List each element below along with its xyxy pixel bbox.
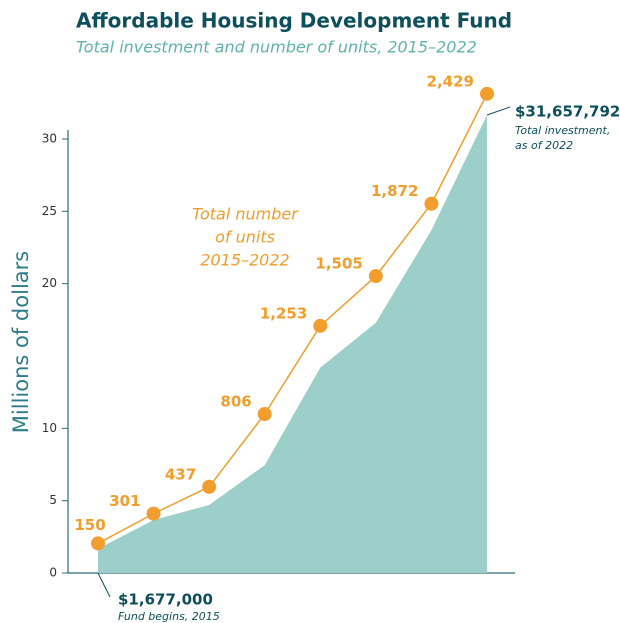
units-label: 1,253 <box>260 304 307 322</box>
units-label: 1,872 <box>371 182 418 200</box>
units-label: 1,505 <box>315 255 362 273</box>
units-note: Total number <box>192 205 299 224</box>
units-label: 301 <box>109 492 140 510</box>
y-axis-label: Millions of dollars <box>9 251 33 433</box>
units-point <box>480 86 494 101</box>
units-point <box>257 406 272 421</box>
y-tick-label: 0 <box>49 566 57 580</box>
units-label: 806 <box>220 392 251 410</box>
y-tick-label: 5 <box>49 493 57 507</box>
units-label: 2,429 <box>427 72 474 90</box>
chart-subtitle: Total investment and number of units, 20… <box>76 38 477 57</box>
units-point <box>313 318 328 333</box>
investment-area <box>98 115 487 573</box>
y-tick-label: 30 <box>42 132 57 146</box>
units-note: 2015–2022 <box>200 251 289 270</box>
start-value-label: $1,677,000 <box>118 591 213 609</box>
units-label: 437 <box>165 465 196 483</box>
units-line <box>97 93 488 545</box>
chart-title: Affordable Housing Development Fund <box>76 9 512 33</box>
y-tick-label: 25 <box>42 204 57 218</box>
units-point <box>202 479 217 494</box>
start-note: Fund begins, 2015 <box>118 610 220 623</box>
units-point <box>424 196 439 211</box>
units-label: 150 <box>74 516 105 534</box>
leader-line <box>97 572 111 598</box>
y-tick-label: 20 <box>42 276 57 290</box>
units-note: of units <box>215 228 275 247</box>
units-point <box>368 269 383 284</box>
y-tick-label: 10 <box>42 421 57 435</box>
end-note: Total investment, <box>515 124 610 137</box>
units-point <box>146 506 161 521</box>
units-point <box>91 536 105 551</box>
end-note: as of 2022 <box>515 139 573 152</box>
end-value-label: $31,657,792 <box>515 103 620 121</box>
leader-line <box>486 106 511 116</box>
